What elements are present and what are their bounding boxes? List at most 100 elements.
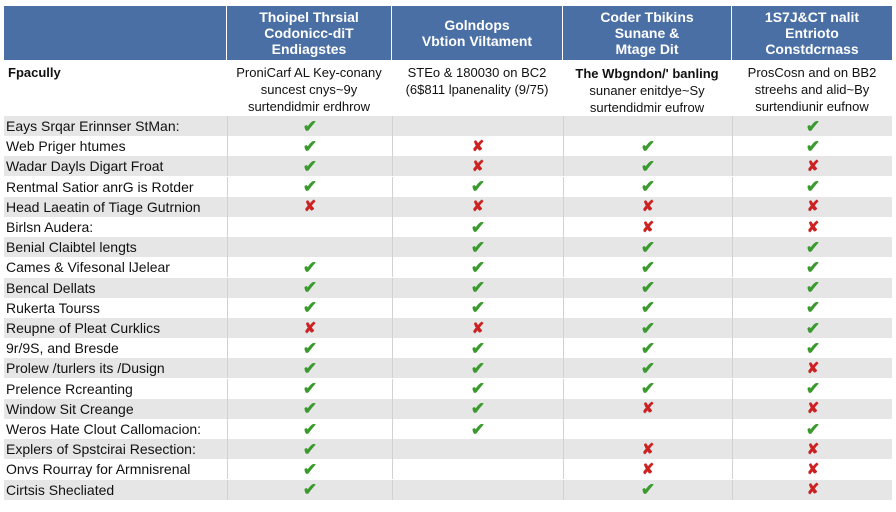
row-label: Onvs Rourray for Armnisrenal xyxy=(6,461,191,478)
check-icon: ✔ xyxy=(640,298,656,318)
row-label: Wadar Dayls Digart Froat xyxy=(6,158,164,175)
table-row: Eays Srqar Erinnser StMan: ✔ ✔ xyxy=(4,116,892,136)
table-cell xyxy=(392,459,563,480)
check-icon: ✔ xyxy=(302,278,318,298)
column-header-3: Coder Tbikins Sunane & Mtage Dit xyxy=(563,6,732,60)
table-cell: ✘ xyxy=(227,318,392,338)
table-row: Prolew /turlers its /Dusign ✔ ✔ ✔ ✘ xyxy=(4,358,892,379)
row-label: Birlsn Audera: xyxy=(6,219,94,235)
row-label: Rukerta Tourss xyxy=(6,299,100,316)
row-label: Web Priger htumes xyxy=(6,138,126,155)
table-cell: ✔ xyxy=(227,459,392,480)
check-icon: ✔ xyxy=(640,177,656,197)
table-row: Explers of Spstcirai Resection: ✔ ✘ ✘ xyxy=(4,439,892,460)
column-header-2: Golndops Vbtion Viltament xyxy=(392,6,563,60)
check-icon: ✔ xyxy=(470,338,486,358)
check-icon: ✔ xyxy=(640,318,656,338)
check-icon: ✔ xyxy=(302,156,318,176)
check-icon: ✔ xyxy=(302,136,318,156)
check-icon: ✔ xyxy=(470,177,486,197)
row-label: Explers of Spstcirai Resection: xyxy=(6,441,196,458)
table-row: Web Priger htumes ✔ ✘ ✔ ✔ xyxy=(4,136,892,157)
table-cell: ✔ xyxy=(732,116,893,136)
table-cell: ✔ xyxy=(392,297,563,318)
table-cell: ✔ xyxy=(227,156,392,177)
table-cell: ✘ xyxy=(227,196,392,217)
table-cell: ✘ xyxy=(732,459,893,480)
table-row: Head Laeatin of Tiage Gutrnion ✘ ✘ ✘ ✘ xyxy=(4,196,893,217)
table-row: Rentmal Satior anrG is Rotder ✔ ✔ ✔ ✔ xyxy=(4,176,892,197)
table-cell: ✘ xyxy=(392,318,563,338)
row-label: Head Laeatin of Tiage Gutrnion xyxy=(6,198,201,215)
check-icon: ✔ xyxy=(302,257,318,277)
table-row: 9r/9S, and Bresde ✔ ✔ ✔ ✔ xyxy=(4,338,893,359)
check-icon: ✔ xyxy=(805,177,821,197)
table-cell: ✘ xyxy=(563,459,732,480)
table-cell: ✔ xyxy=(227,338,392,359)
cross-icon: ✘ xyxy=(471,137,485,155)
table-cell xyxy=(392,439,563,460)
table-cell: ✔ xyxy=(563,136,732,157)
table-cell: ✔ xyxy=(227,439,392,460)
table-cell: ✔ xyxy=(563,237,732,258)
cross-icon: ✘ xyxy=(806,198,820,216)
table-cell: ✔ xyxy=(227,479,392,500)
table-row: Window Sit Creange ✔ ✔ ✘ ✘ xyxy=(4,398,892,419)
cross-icon: ✘ xyxy=(303,319,317,337)
table-cell xyxy=(227,217,392,237)
check-icon: ✔ xyxy=(302,177,318,197)
table-cell: ✔ xyxy=(227,116,392,136)
subheader-3-text: sunaner enitdye~Sy surtendidmir eufrow xyxy=(589,82,705,115)
check-icon: ✔ xyxy=(302,298,318,318)
table-cell: ✔ xyxy=(563,318,732,338)
table-row: Weros Hate Clout Callomacion: ✔ ✔ ✔ xyxy=(4,419,892,439)
row-label: Rentmal Satior anrG is Rotder xyxy=(6,178,194,195)
cross-icon: ✘ xyxy=(641,440,655,458)
table-cell: ✔ xyxy=(227,297,392,318)
row-label: Prelence Rcreanting xyxy=(6,380,133,397)
table-cell: ✔ xyxy=(392,217,563,237)
table-cell: ✔ xyxy=(227,398,392,419)
check-icon: ✔ xyxy=(302,399,318,419)
table-cell: ✔ xyxy=(732,237,893,258)
table-row: Onvs Rourray for Armnisrenal ✔ ✘ ✘ xyxy=(4,459,893,480)
table-row: Prelence Rcreanting ✔ ✔ ✔ ✔ xyxy=(4,378,893,399)
table-row: Wadar Dayls Digart Froat ✔ ✘ ✔ ✘ xyxy=(4,156,893,177)
row-label: Prolew /turlers its /Dusign xyxy=(6,360,165,377)
row-label: Reupne of Pleat Curklics xyxy=(6,320,161,336)
row-label: Bencal Dellats xyxy=(6,279,96,296)
table-cell: ✘ xyxy=(732,217,893,237)
subheader-4: ProsCosn and on BB2 streehs and alid~By … xyxy=(732,60,892,116)
table-cell: ✔ xyxy=(732,338,893,359)
table-cell: ✔ xyxy=(392,338,563,359)
check-icon: ✔ xyxy=(805,237,821,257)
table-row: Benial Claibtel lengts ✔ ✔ ✔ xyxy=(4,237,893,258)
check-icon: ✔ xyxy=(805,257,821,277)
table-cell: ✘ xyxy=(563,439,732,460)
table-cell: ✔ xyxy=(563,277,732,298)
table-row: Cirtsis Shecliated ✔ ✔ ✘ xyxy=(4,479,892,500)
table-cell: ✘ xyxy=(732,156,893,177)
cross-icon: ✘ xyxy=(471,157,485,175)
row-label: Benial Claibtel lengts xyxy=(6,239,137,256)
table-cell: ✔ xyxy=(392,176,563,197)
table-row: Birlsn Audera: ✔ ✘ ✘ xyxy=(4,217,892,237)
row-label: 9r/9S, and Bresde xyxy=(6,340,119,357)
header-corner xyxy=(4,6,227,60)
table-cell: ✔ xyxy=(392,419,563,439)
table-cell: ✔ xyxy=(732,378,893,399)
table-row: Rukerta Tourss ✔ ✔ ✔ ✔ xyxy=(4,297,892,318)
check-icon: ✔ xyxy=(470,358,486,378)
cross-icon: ✘ xyxy=(806,157,820,175)
check-icon: ✔ xyxy=(805,116,821,136)
table-cell: ✔ xyxy=(227,378,392,399)
row-label: Cames & Vifesonal lJelear xyxy=(6,259,170,276)
table-cell: ✔ xyxy=(563,257,732,278)
table-cell: ✔ xyxy=(227,419,392,439)
table-cell: ✘ xyxy=(563,196,732,217)
check-icon: ✔ xyxy=(470,237,486,257)
table-cell: ✘ xyxy=(732,196,893,217)
check-icon: ✔ xyxy=(470,399,486,419)
table-cell: ✘ xyxy=(392,196,563,217)
check-icon: ✔ xyxy=(805,278,821,298)
